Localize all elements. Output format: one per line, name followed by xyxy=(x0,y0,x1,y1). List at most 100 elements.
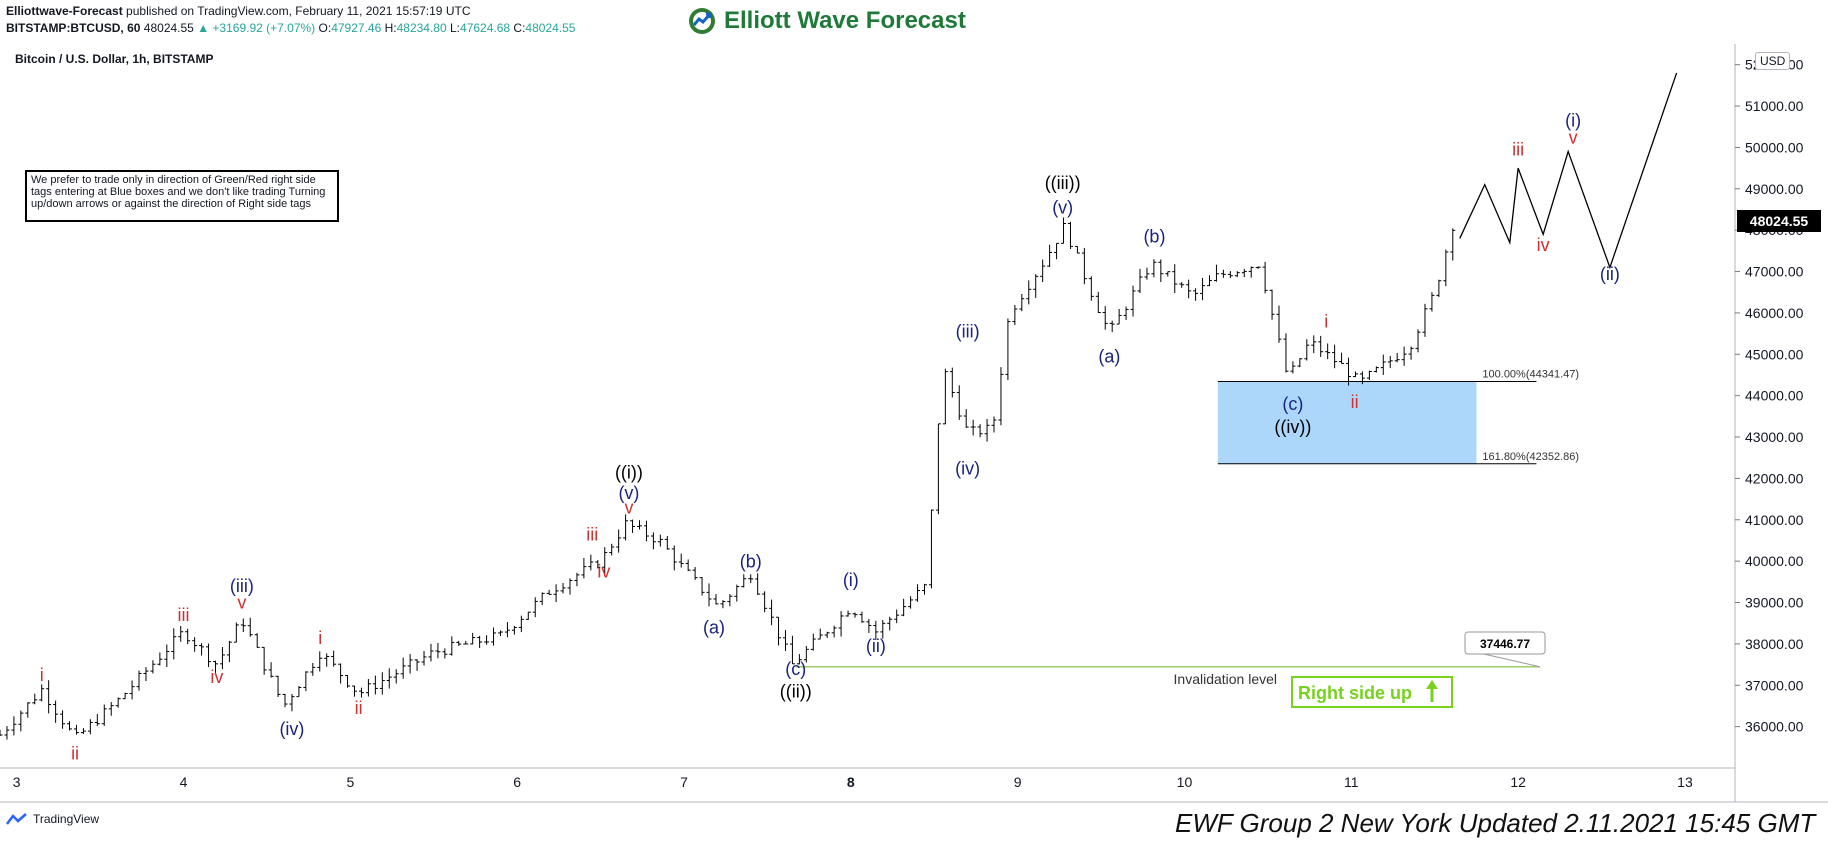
ohlc-bar xyxy=(657,534,663,547)
callout-value: 37446.77 xyxy=(1480,637,1530,651)
wave-label: ii xyxy=(1351,392,1359,412)
ohlc-bar xyxy=(546,589,552,595)
low-value: 47624.68 xyxy=(460,21,511,35)
ohlc-bar xyxy=(1116,308,1122,325)
ohlc-bar xyxy=(706,583,712,607)
ohlc-bar xyxy=(942,368,948,425)
y-tick-label: 44000.00 xyxy=(1745,388,1804,404)
ohlc-bar xyxy=(1311,335,1317,354)
wave-label: i xyxy=(318,628,322,648)
ohlc-bar xyxy=(25,702,31,718)
wave-label: v xyxy=(1569,127,1578,147)
ohlc-bar xyxy=(1325,343,1331,360)
ohlc-bar xyxy=(1332,344,1338,369)
ohlc-bar xyxy=(525,611,531,620)
ohlc-bar xyxy=(734,584,740,602)
ohlc-bar xyxy=(1276,305,1282,343)
ohlc-bar xyxy=(206,643,212,667)
right-side-box xyxy=(1291,676,1453,708)
ohlc-bar xyxy=(1088,276,1094,301)
ohlc-bar xyxy=(372,675,378,695)
ohlc-bar xyxy=(275,675,281,697)
wave-label: (v) xyxy=(618,483,639,503)
ohlc-bar xyxy=(212,660,218,673)
ohlc-bar xyxy=(623,514,629,541)
update-footer: EWF Group 2 New York Updated 2.11.2021 1… xyxy=(1175,808,1816,838)
ohlc-bar xyxy=(1380,354,1386,375)
wave-label: (iv) xyxy=(955,458,980,478)
ohlc-bar xyxy=(810,633,816,651)
wave-label: (ii) xyxy=(866,636,886,656)
ohlc-bar xyxy=(1318,335,1324,357)
ohlc-bar xyxy=(1123,306,1129,321)
y-tick-label: 39000.00 xyxy=(1745,595,1804,611)
ohlc-bar xyxy=(310,663,316,676)
ohlc-bar xyxy=(1262,261,1268,294)
ohlc-bar xyxy=(1137,268,1143,294)
high-value: 48234.80 xyxy=(396,21,447,35)
wave-label: iv xyxy=(597,562,610,582)
ohlc-bar xyxy=(53,700,59,723)
x-tick-label: 5 xyxy=(346,774,354,790)
wave-label: iii xyxy=(1512,140,1524,160)
ohlc-bar xyxy=(1394,353,1400,363)
ohlc-bar xyxy=(1061,217,1067,244)
wave-label: (v) xyxy=(1052,198,1073,218)
ohlc-bar xyxy=(1366,370,1372,381)
ohlc-bar xyxy=(129,680,135,700)
wave-label: ii xyxy=(71,744,79,764)
wave-label: ((iv)) xyxy=(1274,417,1311,437)
ohlc-bar xyxy=(908,596,914,609)
wave-label: (b) xyxy=(740,551,762,571)
ohlc-bar xyxy=(1213,264,1219,282)
ohlc-bar xyxy=(991,416,997,433)
y-tick-label: 43000.00 xyxy=(1745,429,1804,445)
ohlc-bar xyxy=(338,663,344,684)
ohlc-bar xyxy=(449,636,455,656)
wave-label: (iv) xyxy=(279,719,304,739)
x-tick-label: 13 xyxy=(1677,774,1693,790)
ohlc-bar xyxy=(352,685,358,697)
ohlc-bar xyxy=(282,693,288,708)
y-tick-label: 42000.00 xyxy=(1745,470,1804,486)
ohlc-bar xyxy=(442,648,448,659)
ohlc-bar xyxy=(769,599,775,626)
ohlc-bar xyxy=(671,545,677,571)
ohlc-bar xyxy=(268,662,274,678)
ohlc-bar xyxy=(1373,366,1379,373)
ohlc-bar xyxy=(39,684,45,702)
ohlc-bar xyxy=(692,567,698,580)
ohlc-bar xyxy=(143,667,149,682)
blue-box: 100.00%(44341.47) 161.80%(42352.86) xyxy=(1217,369,1579,465)
x-tick-label: 6 xyxy=(513,774,521,790)
ohlc-bar xyxy=(845,610,851,617)
invalidation-label: Invalidation level xyxy=(1174,671,1278,687)
invalidation-group: Invalidation level 37446.77 Right side up xyxy=(795,631,1546,708)
ohlc-bar xyxy=(122,692,128,700)
ohlc-bar xyxy=(963,409,969,428)
tradingview-logo[interactable]: TradingView xyxy=(6,812,99,826)
callout-box xyxy=(1464,631,1546,655)
x-tick-label: 9 xyxy=(1014,774,1022,790)
ohlc-bar xyxy=(609,543,615,556)
ohlc-bar xyxy=(1443,249,1449,287)
brand-name: Elliott Wave Forecast xyxy=(724,7,966,34)
ohlc-bar xyxy=(324,653,330,667)
ohlc-bar xyxy=(379,672,385,695)
y-tick-label: 47000.00 xyxy=(1745,264,1804,280)
ohlc-bar xyxy=(171,628,177,660)
ohlc-bar xyxy=(108,702,114,716)
ohlc-bar xyxy=(94,714,100,726)
ohlc-bar xyxy=(157,652,163,666)
ohlc-bar xyxy=(226,641,232,663)
y-tick-label: 45000.00 xyxy=(1745,346,1804,362)
ohlc-bar xyxy=(1304,339,1310,361)
ohlc-bar xyxy=(1026,280,1032,305)
ohlc-bar xyxy=(984,419,990,442)
ohlc-bar xyxy=(219,646,225,670)
ohlc-bar xyxy=(87,719,93,735)
ohlc-bar xyxy=(1095,291,1101,314)
open-value: 47927.46 xyxy=(331,21,382,35)
y-axis-ticks: 36000.00 37000.00 38000.00 39000.00 40000.00… xyxy=(1735,57,1804,735)
